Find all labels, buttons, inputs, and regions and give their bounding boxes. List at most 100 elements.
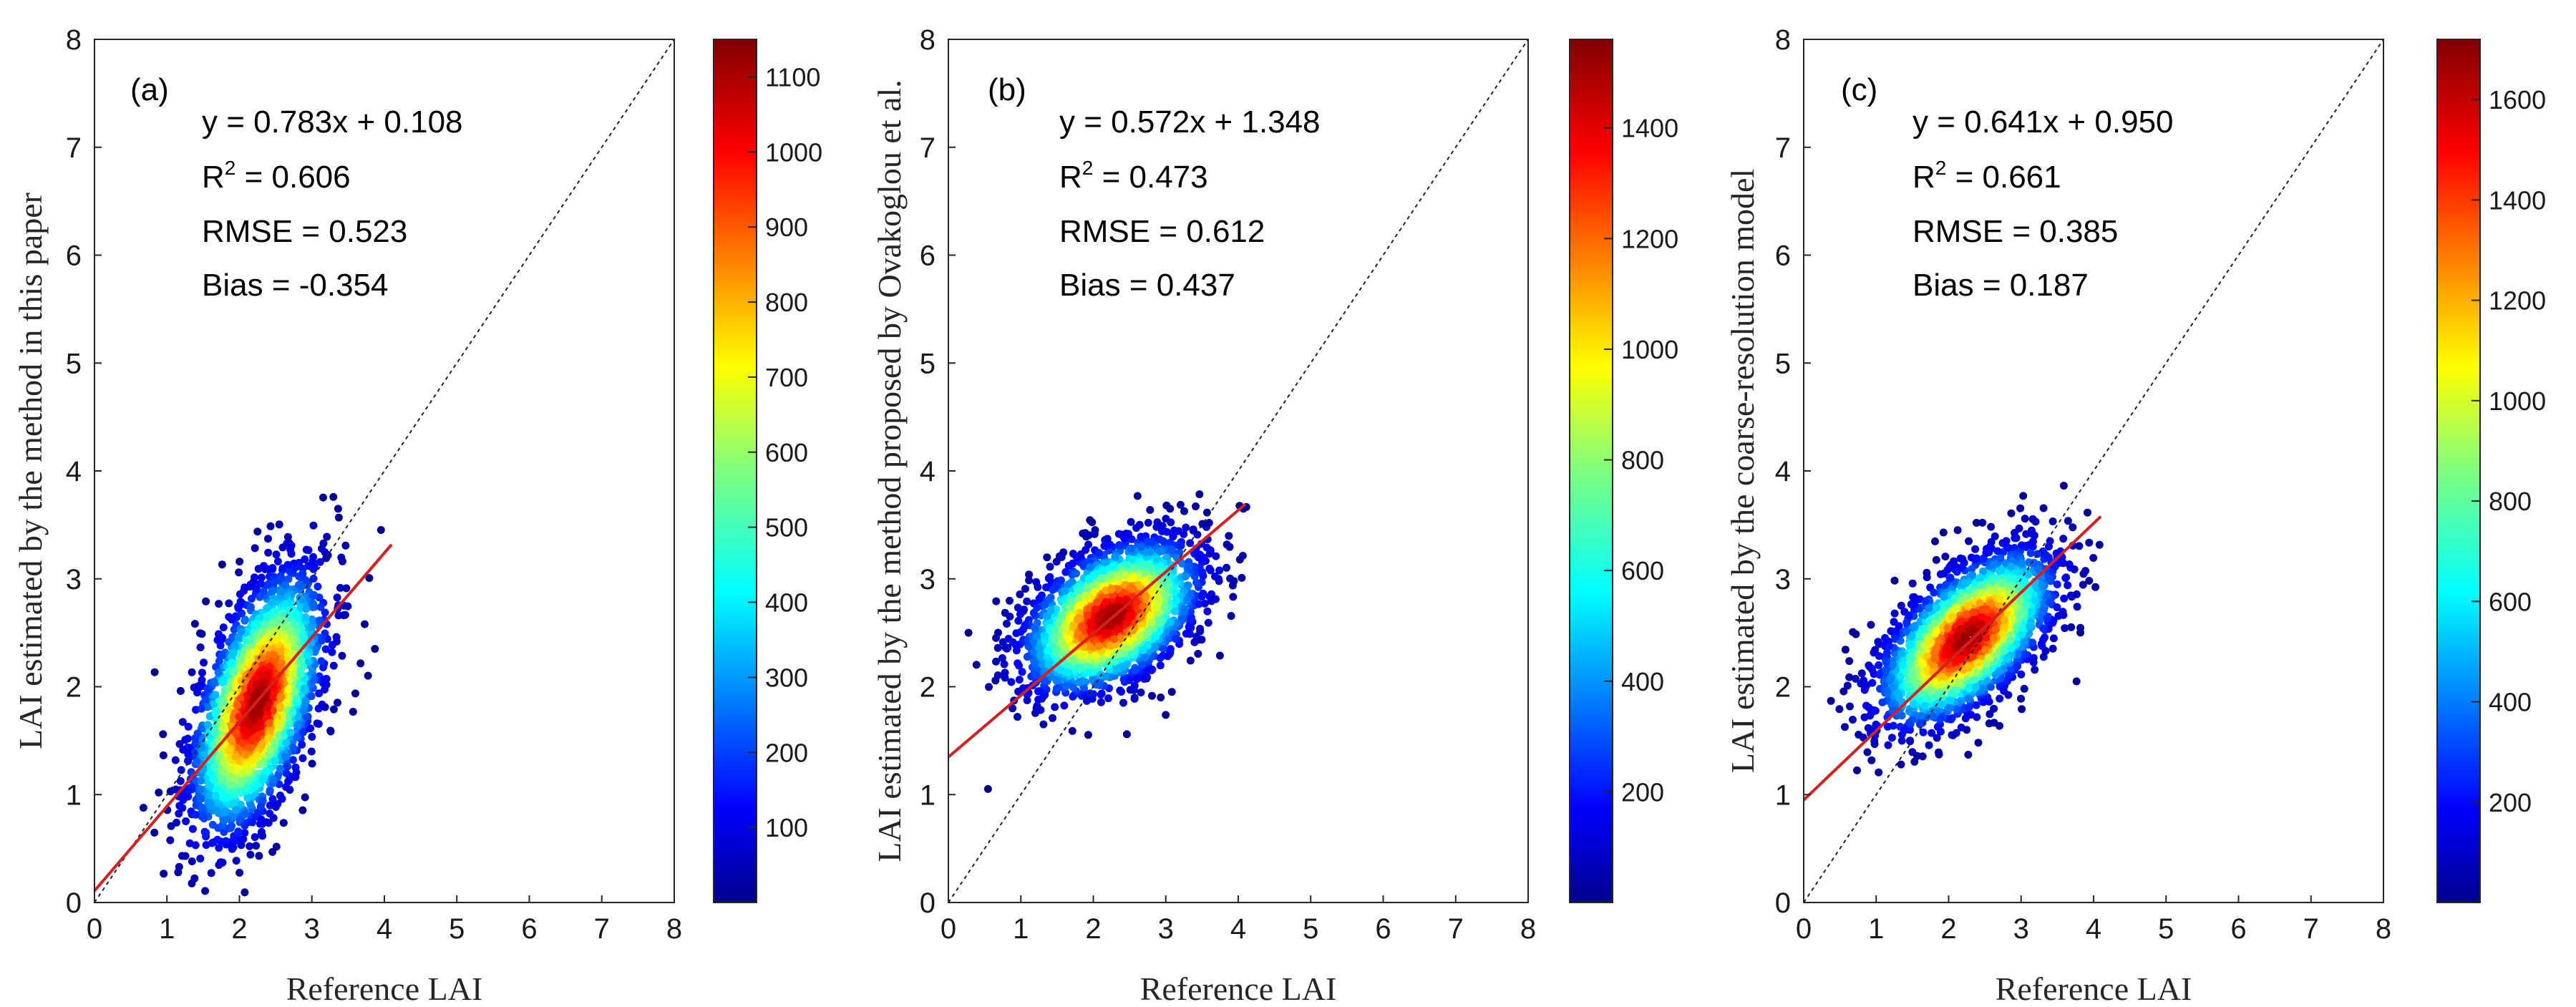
scatter-point: [1215, 651, 1224, 660]
scatter-point: [261, 565, 269, 573]
colorbar-tick-label: 300: [765, 663, 808, 692]
scatter-point: [249, 714, 258, 723]
scatter-point: [1156, 661, 1165, 670]
scatter-point: [232, 857, 240, 865]
scatter-point: [1202, 508, 1211, 517]
scatter-point: [1162, 711, 1170, 719]
scatter-point: [1159, 537, 1167, 545]
scatter-point: [1182, 523, 1190, 532]
scatter-point: [284, 714, 292, 722]
scatter-point: [251, 573, 258, 582]
scatter-point: [254, 565, 263, 573]
scatter-point: [316, 616, 324, 625]
scatter-point: [1225, 543, 1234, 551]
x-tick-label: 4: [376, 913, 392, 945]
scatter-point: [351, 689, 359, 698]
scatter-point: [1061, 568, 1070, 576]
scatter-point: [364, 671, 372, 680]
scatter-point: [326, 726, 335, 735]
scatter-point: [243, 766, 251, 774]
scatter-point: [1006, 613, 1014, 621]
scatter-point: [210, 678, 218, 686]
scatter-point: [208, 820, 217, 829]
scatter-point: [256, 593, 264, 601]
scatter-point: [294, 721, 303, 729]
scatter-point: [234, 603, 243, 611]
scatter-point: [301, 613, 310, 621]
scatter-point: [209, 838, 218, 847]
scatter-point: [1021, 621, 1029, 630]
scatter-point: [256, 719, 264, 727]
scatter-point: [334, 699, 341, 707]
scatter-point: [196, 643, 205, 651]
scatter-point: [1133, 492, 1142, 500]
scatter-point: [1184, 581, 1192, 590]
regression-line: [93, 543, 393, 892]
scatter-point: [308, 615, 316, 623]
scatter-point: [266, 522, 275, 530]
scatter-point: [237, 627, 246, 636]
scatter-point: [336, 583, 344, 592]
scatter-point: [178, 804, 187, 812]
scatter-point: [1186, 656, 1195, 665]
colorbar-tick-label: 1100: [765, 62, 820, 92]
scatter-point: [240, 829, 249, 837]
scatter-point: [1016, 590, 1024, 598]
scatter-point: [1035, 594, 1044, 603]
scatter-point: [1014, 616, 1023, 625]
scatter-point: [232, 806, 240, 814]
scatter-point: [1012, 629, 1021, 638]
scatter-point: [234, 633, 243, 642]
colorbar-tick-label: 400: [765, 588, 808, 618]
rmse-text-a: RMSE = 0.523: [202, 214, 407, 249]
scatter-point: [264, 548, 273, 557]
scatter-point: [200, 814, 208, 823]
scatter-point: [1003, 644, 1011, 653]
scatter-point: [235, 568, 243, 577]
colorbar-tick-label: 900: [765, 213, 808, 242]
scatter-point: [188, 824, 197, 833]
scatter-point: [1162, 515, 1170, 523]
scatter-point: [256, 708, 264, 716]
scatter-point: [299, 728, 308, 736]
y-tick-label: 7: [66, 132, 82, 164]
scatter-point: [308, 733, 316, 741]
scatter-point: [269, 693, 278, 701]
scatter-point: [220, 767, 228, 775]
scatter-point: [1195, 600, 1203, 608]
scatter-point: [268, 598, 277, 607]
scatter-point: [281, 752, 290, 761]
scatter-point: [301, 684, 309, 692]
scatter-point: [283, 762, 292, 771]
scatter-point: [184, 722, 193, 731]
scatter-point: [229, 668, 238, 676]
scatter-point: [288, 756, 297, 764]
scatter-point: [213, 785, 221, 794]
scatter-point: [293, 732, 301, 741]
scatter-point: [228, 822, 236, 830]
scatter-point: [298, 741, 306, 749]
scatter-point: [281, 730, 289, 739]
scatter-point: [1109, 562, 1117, 570]
scatter-point: [291, 763, 300, 772]
colorbar-a: [713, 39, 757, 903]
scatter-point: [1031, 671, 1040, 679]
scatter-point: [207, 800, 215, 809]
scatter-point: [215, 600, 223, 608]
scatter-point: [198, 704, 205, 713]
scatter-point: [1117, 688, 1125, 696]
scatter-point: [314, 583, 322, 590]
scatter-point: [365, 574, 374, 583]
scatter-point: [298, 569, 307, 578]
scatter-point: [238, 739, 247, 747]
scatter-point: [308, 759, 316, 768]
scatter-point: [1166, 538, 1175, 547]
panel-label-a: (a): [130, 72, 169, 107]
scatter-point: [240, 888, 249, 897]
scatter-point: [185, 744, 193, 752]
scatter-point: [282, 739, 291, 747]
scatter-point: [1126, 686, 1134, 694]
scatter-point: [275, 780, 283, 789]
